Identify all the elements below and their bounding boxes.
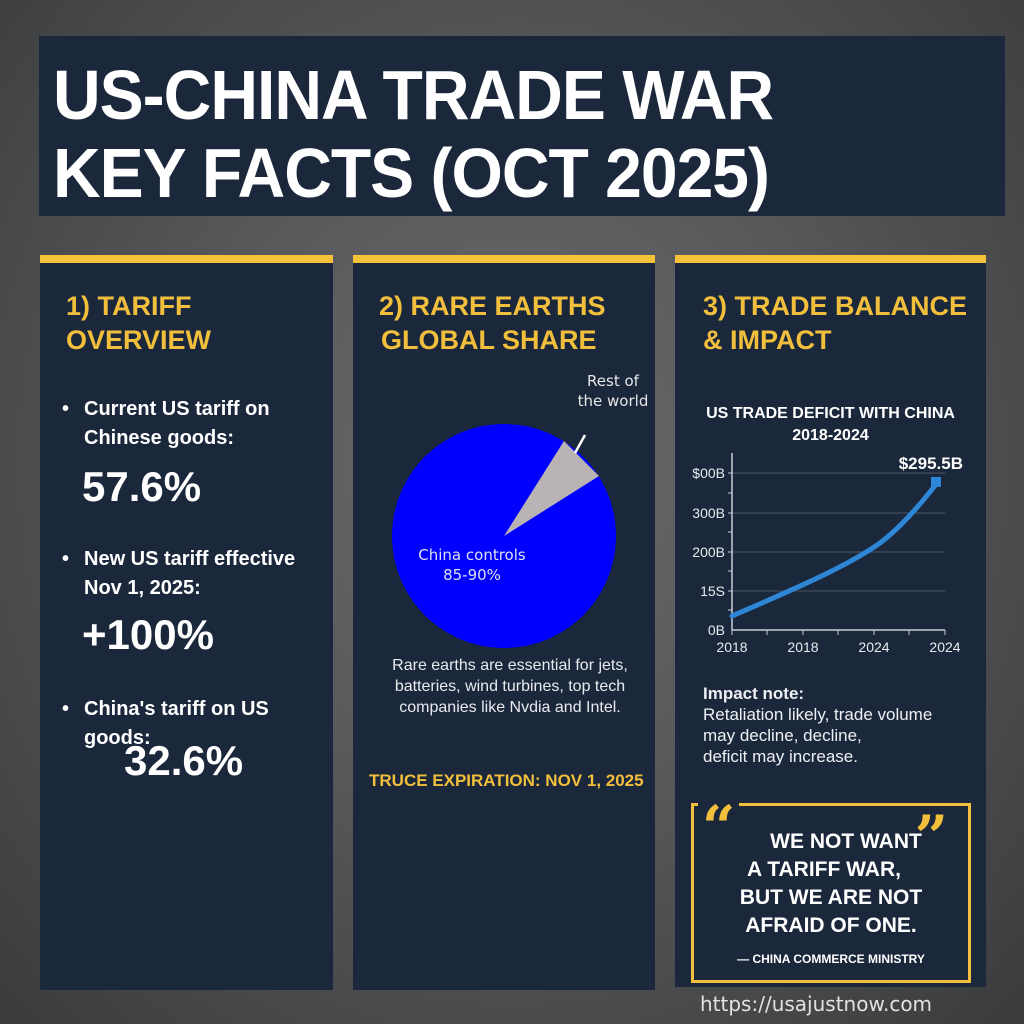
panel-title: 2) RARE EARTHS GLOBAL SHARE [379, 289, 606, 357]
y-label: 15S [700, 583, 725, 599]
rare-earths-note: Rare earths are essential for jets, batt… [375, 655, 645, 718]
panel-title-line-1: 3) TRADE BALANCE [703, 291, 968, 321]
note-line-2: batteries, wind turbines, top tech [394, 678, 626, 695]
y-label: 300B [692, 505, 725, 521]
close-quote-icon: ” [910, 808, 952, 866]
rare-earths-panel: 2) RARE EARTHS GLOBAL SHARE Rest of the … [353, 255, 655, 990]
china-tariff-value: 32.6% [124, 737, 244, 784]
impact-line-1: Retaliation likely, trade volume [703, 705, 933, 724]
bullet-icon: • [62, 548, 70, 570]
gridlines [732, 472, 945, 592]
truce-expiration: TRUCE EXPIRATION: NOV 1, 2025 [369, 771, 644, 790]
x-label: 2024 [929, 639, 960, 655]
impact-note: Impact note: Retaliation likely, trade v… [703, 683, 932, 767]
x-label: 2024 [858, 639, 889, 655]
end-value-annotation: $295.5B [899, 454, 963, 473]
bullet-icon: • [62, 398, 70, 420]
bullet-label-line-1: New US tariff effective [84, 548, 296, 570]
x-label: 2018 [716, 639, 747, 655]
open-quote-icon: “ [698, 798, 740, 856]
quote-attribution: — CHINA COMMERCE MINISTRY [737, 952, 925, 966]
tariff-overview-panel: 1) TARIFF OVERVIEW • Current US tariff o… [40, 255, 333, 990]
pie-label-line-1: Rest of [587, 372, 639, 390]
bullet-label: China's tariff on US goods: [84, 695, 269, 753]
panel-title: 1) TARIFF OVERVIEW [66, 289, 211, 357]
deficit-line [729, 480, 940, 619]
bullet-label: Current US tariff on Chinese goods: [84, 395, 270, 453]
y-axis-labels: $00B 300B 200B 15S 0B [692, 465, 725, 638]
note-line-3: companies like Nvdia and Intel. [399, 699, 621, 716]
y-label: $00B [692, 465, 725, 481]
source-watermark-link[interactable]: https://usajustnow.com [700, 992, 933, 1016]
x-axis-ticks [731, 630, 946, 635]
trade-balance-panel: 3) TRADE BALANCE & IMPACT US TRADE DEFIC… [675, 255, 986, 987]
impact-line-2: may decline, decline, [703, 726, 862, 745]
pie-leader-line [573, 434, 587, 454]
bullet-label-line-2: Chinese goods: [84, 427, 235, 449]
pie-label-line-1: China controls [418, 546, 526, 564]
panel-title-line-2: GLOBAL SHARE [381, 325, 597, 355]
bullet-label-line-2: goods: [84, 727, 151, 749]
pie-label-line-2: the world [577, 392, 649, 410]
x-label: 2018 [787, 639, 818, 655]
pie-svg [392, 424, 616, 648]
rare-earths-pie-chart [389, 421, 619, 651]
quote-text: WE NOT WANT A TARIFF WAR, BUT WE ARE NOT… [694, 828, 968, 940]
title-line-1: US-CHINA TRADE WAR [53, 56, 774, 134]
bullet-label-line-1: China's tariff on US [84, 698, 269, 720]
x-axis-labels: 2018 2018 2024 2024 [716, 639, 960, 655]
impact-heading: Impact note: [703, 684, 805, 703]
bullet-icon: • [62, 698, 70, 720]
quote-line-3: BUT WE ARE NOT [739, 886, 923, 909]
title-line-2: KEY FACTS (OCT 2025) [53, 134, 770, 212]
bullet-label-line-2: Nov 1, 2025: [84, 577, 201, 599]
bullet-label: New US tariff effective Nov 1, 2025: [84, 545, 295, 603]
pie-label-rest-of-world: Rest of the world [568, 371, 658, 411]
current-us-tariff-value: 57.6% [82, 463, 202, 510]
pie-slice-rest [504, 441, 599, 536]
panel-title-line-2: & IMPACT [703, 325, 832, 355]
panel-title: 3) TRADE BALANCE & IMPACT [703, 289, 967, 357]
chart-title: US TRADE DEFICIT WITH CHINA 2018-2024 [675, 403, 986, 447]
y-label: 200B [692, 544, 725, 560]
panel-title-line-1: 2) RARE EARTHS [379, 291, 606, 321]
bullet-label-line-1: Current US tariff on [84, 398, 270, 420]
pie-label-line-2: 85-90% [443, 566, 501, 584]
end-point-marker [931, 477, 941, 487]
panel-title-line-1: 1) TARIFF [66, 291, 192, 321]
chart-svg: $00B 300B 200B 15S 0B 2018 2018 2024 202… [692, 453, 963, 655]
new-us-tariff-value: +100% [82, 611, 214, 658]
chart-title-line-2: 2018-2024 [792, 427, 869, 444]
chart-title-line-1: US TRADE DEFICIT WITH CHINA [706, 405, 955, 422]
y-axis-ticks [728, 472, 732, 611]
pie-label-china: China controls 85-90% [397, 545, 547, 585]
note-line-1: Rare earths are essential for jets, [392, 657, 628, 674]
quote-line-2: A TARIFF WAR, [747, 858, 901, 881]
trade-deficit-line-chart: $00B 300B 200B 15S 0B 2018 2018 2024 202… [675, 443, 986, 663]
quote-line-1: WE NOT WANT [770, 830, 922, 853]
y-label: 0B [708, 622, 725, 638]
quote-box: “ ” WE NOT WANT A TARIFF WAR, BUT WE ARE… [691, 798, 971, 983]
panel-title-line-2: OVERVIEW [66, 325, 212, 355]
impact-line-3: deficit may increase. [703, 747, 858, 766]
quote-line-4: AFRAID OF ONE. [745, 914, 917, 937]
title-banner: US-CHINA TRADE WAR KEY FACTS (OCT 2025) [39, 36, 1005, 216]
